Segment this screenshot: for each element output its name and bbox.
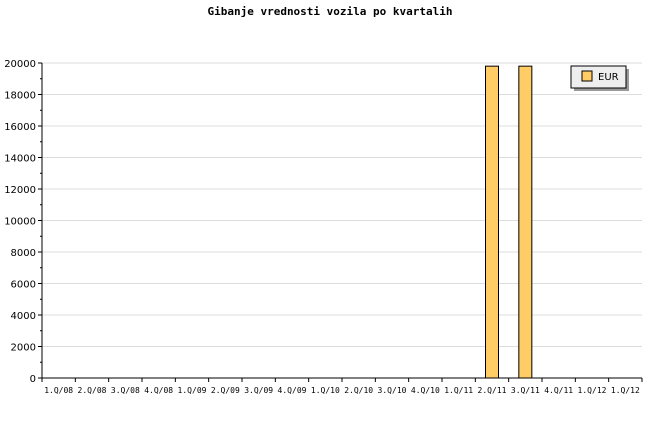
x-tick-label: 4.Q/08	[144, 386, 173, 395]
x-tick-label: 1.Q/08	[44, 386, 73, 395]
x-tick-label: 1.Q/10	[311, 386, 340, 395]
x-tick-label: 2.Q/10	[344, 386, 373, 395]
x-tick-label: 4.Q/09	[278, 386, 307, 395]
y-tick-label: 16000	[4, 122, 36, 133]
x-tick-label: 1.Q/12	[578, 386, 607, 395]
legend: EUR	[570, 65, 629, 91]
x-tick-label: 3.Q/10	[378, 386, 407, 395]
y-tick-label: 12000	[4, 185, 36, 196]
x-tick-label: 1.Q/12	[611, 386, 640, 395]
y-tick-label: 4000	[11, 311, 36, 322]
x-tick-label: 2.Q/11	[478, 386, 507, 395]
x-tick-label: 3.Q/08	[111, 386, 140, 395]
y-tick-label: 20000	[4, 59, 36, 70]
x-tick-label: 2.Q/09	[211, 386, 240, 395]
bar	[518, 65, 533, 379]
x-tick-label: 3.Q/09	[244, 386, 273, 395]
x-tick-label: 1.Q/11	[444, 386, 473, 395]
chart-title: Gibanje vrednosti vozila po kvartalih	[207, 5, 452, 18]
x-tick-label: 1.Q/09	[178, 386, 207, 395]
legend-swatch	[581, 70, 593, 82]
y-tick-label: 2000	[11, 343, 36, 354]
y-tick-label: 10000	[4, 217, 36, 228]
x-tick-label: 4.Q/10	[411, 386, 440, 395]
y-tick-label: 18000	[4, 91, 36, 102]
y-tick-label: 0	[30, 374, 36, 385]
y-tick-label: 8000	[11, 248, 36, 259]
legend-label: EUR	[598, 72, 619, 83]
y-tick-label: 6000	[11, 280, 36, 291]
x-tick-label: 3.Q/11	[511, 386, 540, 395]
y-tick-label: 14000	[4, 154, 36, 165]
x-tick-label: 4.Q/11	[544, 386, 573, 395]
x-tick-label: 2.Q/08	[78, 386, 107, 395]
bar	[485, 65, 499, 379]
